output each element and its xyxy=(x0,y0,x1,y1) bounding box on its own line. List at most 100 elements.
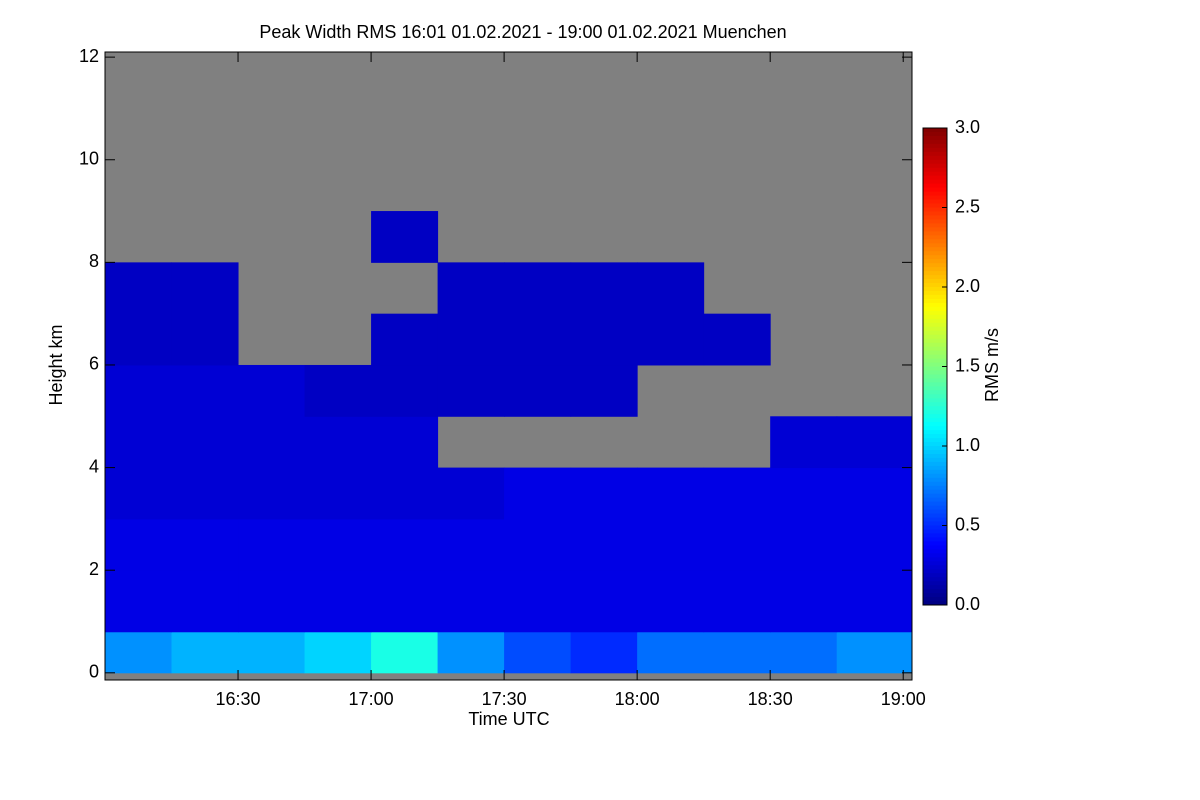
heatmap-cell xyxy=(504,262,572,315)
heatmap-cell xyxy=(770,518,838,571)
colorbar-segment xyxy=(923,175,947,181)
heatmap-cell xyxy=(570,518,638,571)
y-tick-label: 2 xyxy=(89,559,99,579)
colorbar-segment xyxy=(923,263,947,268)
colorbar-segment xyxy=(923,366,947,371)
heatmap-cell xyxy=(371,570,439,633)
heatmap-cell xyxy=(105,416,173,469)
heatmap-cell xyxy=(371,518,439,571)
colorbar-segment xyxy=(923,326,947,332)
colorbar-segment xyxy=(923,358,947,364)
heatmap-cell xyxy=(770,416,838,469)
heatmap-cell xyxy=(171,364,239,417)
heatmap-cell xyxy=(171,518,239,571)
colorbar-segment xyxy=(923,509,947,515)
heatmap-cell xyxy=(570,631,638,674)
colorbar-segment xyxy=(923,533,947,538)
colorbar-segment xyxy=(923,163,947,169)
colorbar-segment xyxy=(923,171,947,177)
x-tick-label: 17:00 xyxy=(349,689,394,709)
colorbar-tick-label: 1.0 xyxy=(955,435,980,455)
colorbar-segment xyxy=(923,485,947,491)
heatmap-cell xyxy=(105,364,173,417)
heatmap-cell xyxy=(238,467,306,520)
y-tick-label: 6 xyxy=(89,354,99,374)
colorbar-segment xyxy=(923,310,947,316)
heatmap-cell xyxy=(770,631,838,674)
heatmap-cell xyxy=(238,364,306,417)
colorbar-segment xyxy=(923,465,947,471)
colorbar-segment xyxy=(923,497,947,503)
colorbar-segment xyxy=(923,215,947,220)
y-tick-label: 8 xyxy=(89,251,99,271)
colorbar-segment xyxy=(923,513,947,519)
heatmap-cell xyxy=(504,631,572,674)
x-axis-label: Time UTC xyxy=(468,709,549,729)
heatmap-cell xyxy=(703,570,771,633)
heatmap-cell xyxy=(770,467,838,520)
y-axis-label: Height km xyxy=(46,324,66,405)
heatmap-cell xyxy=(437,313,505,366)
colorbar-segment xyxy=(923,247,947,252)
heatmap-cell xyxy=(371,467,439,520)
colorbar-segment xyxy=(923,183,947,189)
colorbar-segment xyxy=(923,525,947,530)
heatmap-cell xyxy=(570,570,638,633)
heatmap-cell xyxy=(437,518,505,571)
colorbar-segment xyxy=(923,442,947,447)
colorbar-segment xyxy=(923,461,947,467)
y-tick-label: 0 xyxy=(89,662,99,682)
colorbar-segment xyxy=(923,251,947,256)
heatmap-cell xyxy=(304,518,372,571)
colorbar-segment xyxy=(923,501,947,507)
colorbar-segment xyxy=(923,227,947,232)
heatmap-cell xyxy=(637,313,705,366)
colorbar-segment xyxy=(923,143,947,149)
colorbar-segment xyxy=(923,521,947,526)
colorbar-tick-label: 2.0 xyxy=(955,276,980,296)
colorbar-segment xyxy=(923,557,947,562)
colorbar-segment xyxy=(923,267,947,272)
colorbar-segment xyxy=(923,410,947,415)
heatmap-cell xyxy=(437,570,505,633)
colorbar-segment xyxy=(923,318,947,324)
colorbar-segment xyxy=(923,294,947,300)
colorbar-segment xyxy=(923,561,947,566)
heatmap-cell xyxy=(171,313,239,366)
colorbar-segment xyxy=(923,334,947,340)
heatmap-cell xyxy=(637,631,705,674)
heatmap-cell xyxy=(304,570,372,633)
colorbar-segment xyxy=(923,151,947,157)
heatmap-cell xyxy=(703,313,771,366)
colorbar-segment xyxy=(923,128,947,133)
colorbar-segment xyxy=(923,211,947,216)
colorbar-segment xyxy=(923,469,947,475)
heatmap-cell xyxy=(703,467,771,520)
plot-frame xyxy=(104,51,913,681)
colorbar-segment xyxy=(923,418,947,423)
colorbar-segment xyxy=(923,354,947,360)
heatmap-cell xyxy=(105,313,173,366)
colorbar-segment xyxy=(923,446,947,451)
colorbar-segment xyxy=(923,338,947,344)
heatmap-cell xyxy=(105,262,173,315)
y-tick-label: 10 xyxy=(79,148,99,168)
colorbar-segment xyxy=(923,147,947,153)
colorbar-segment xyxy=(923,275,947,280)
heatmap-cell xyxy=(304,364,372,417)
x-tick-label: 18:30 xyxy=(748,689,793,709)
heatmap-cell xyxy=(105,467,173,520)
heatmap-cell xyxy=(770,570,838,633)
heatmap-cell xyxy=(238,416,306,469)
colorbar-segment xyxy=(923,537,947,542)
colorbar-segment xyxy=(923,239,947,244)
heatmap-cell xyxy=(371,364,439,417)
colorbar-segment xyxy=(923,231,947,236)
heatmap-cell xyxy=(238,518,306,571)
heatmap-cell xyxy=(570,313,638,366)
heatmap-cell xyxy=(238,570,306,633)
heatmap-cell xyxy=(504,313,572,366)
colorbar-segment xyxy=(923,314,947,320)
colorbar-segment xyxy=(923,386,947,391)
colorbar-segment xyxy=(923,362,947,367)
